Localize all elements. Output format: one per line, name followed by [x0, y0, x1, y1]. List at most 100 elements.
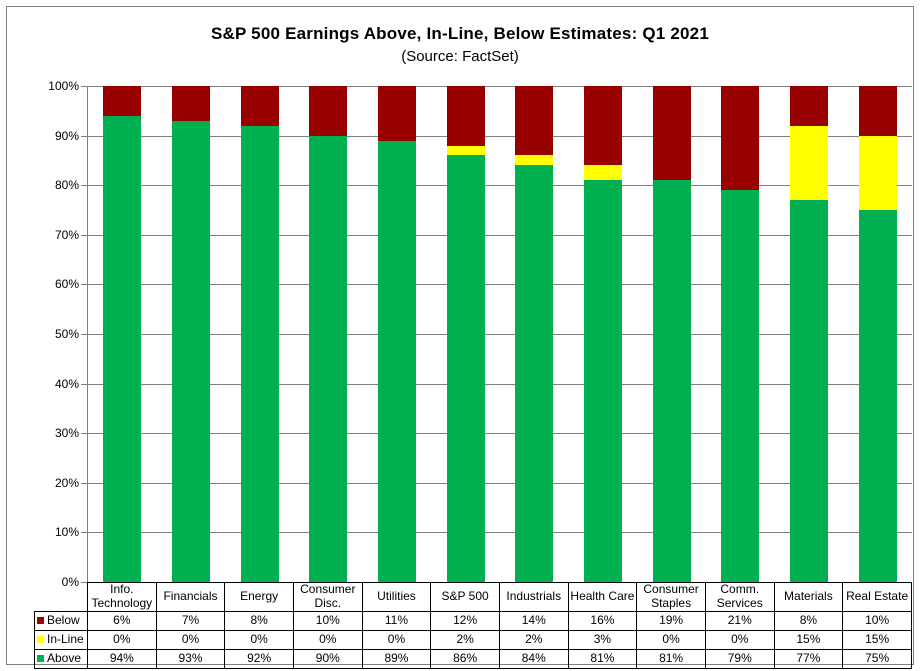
- value-cell: 90%: [292, 649, 363, 669]
- bar-segment-above: [583, 180, 622, 582]
- category-header: Consumer Staples: [636, 582, 706, 612]
- bar-segment-below: [652, 86, 691, 181]
- chart-frame: S&P 500 Earnings Above, In-Line, Below E…: [6, 6, 914, 669]
- bar-segment-below: [515, 86, 554, 156]
- y-axis-label-70: 70%: [54, 227, 79, 242]
- value-cell: 0%: [87, 630, 157, 650]
- bar-segment-in-line: [789, 125, 828, 201]
- bar-segment-above: [240, 125, 279, 582]
- y-axis-label-20: 20%: [54, 475, 79, 490]
- table-row-below: Below 6% 7% 8% 10% 11% 12% 14% 16% 19% 21% 8% 10%: [34, 611, 912, 631]
- value-cell: 94%: [87, 649, 157, 669]
- bar-segment-below: [103, 86, 142, 116]
- value-cell: 0%: [224, 630, 294, 650]
- legend-cell-above: Above: [34, 649, 88, 669]
- bar-segment-above: [515, 165, 554, 582]
- y-axis-tick-90: [81, 135, 88, 137]
- bar-column-6: [431, 86, 500, 582]
- category-header: Consumer Disc.: [292, 582, 363, 612]
- category-header: Financials: [155, 582, 226, 612]
- bar-column-8: [569, 86, 638, 582]
- gridline-40: [88, 383, 912, 385]
- value-cell: 2%: [498, 630, 569, 650]
- legend-label: Above: [47, 651, 82, 666]
- bar-segment-above: [789, 200, 828, 582]
- category-header: Real Estate: [842, 582, 912, 612]
- y-axis-tick-10: [81, 532, 88, 534]
- bar-column-10: [706, 86, 775, 582]
- bar-segment-in-line: [583, 165, 622, 181]
- stacked-bar: [171, 86, 210, 582]
- value-cell: 8%: [224, 611, 294, 631]
- category-header: S&P 500: [430, 582, 500, 612]
- bar-segment-above: [171, 120, 210, 582]
- bar-column-3: [225, 86, 294, 582]
- value-cell: 15%: [773, 630, 844, 650]
- table-row-above: Above 94% 93% 92% 90% 89% 86% 84% 81% 81% 79% 77% 75…: [34, 649, 912, 669]
- gridline-20: [88, 482, 912, 484]
- chart-title: S&P 500 Earnings Above, In-Line, Below E…: [211, 24, 709, 43]
- value-cell: 93%: [155, 649, 226, 669]
- value-cell: 84%: [498, 649, 569, 669]
- data-table: Info. Technology Financials Energy Consumer…: [34, 582, 912, 669]
- bar-column-7: [500, 86, 569, 582]
- legend-key-icon: [37, 617, 44, 625]
- gridline-80: [88, 185, 912, 187]
- y-axis-tick-70: [81, 234, 88, 236]
- y-axis-label-30: 30%: [54, 426, 79, 441]
- y-axis-tick-100: [81, 86, 88, 87]
- bar-segment-above: [721, 190, 760, 582]
- value-cell: 7%: [155, 611, 226, 631]
- table-header-row: Info. Technology Financials Energy Consumer…: [35, 582, 912, 612]
- stacked-bar: [858, 86, 897, 582]
- y-axis-tick-50: [81, 334, 88, 335]
- gridline-90: [88, 135, 912, 137]
- bar-column-11: [775, 86, 844, 582]
- bar-segment-in-line: [515, 155, 554, 166]
- value-cell: 15%: [842, 630, 912, 650]
- y-axis-tick-80: [81, 185, 88, 187]
- category-header: Info. Technology: [87, 582, 157, 612]
- legend-key-icon: [37, 636, 44, 644]
- stacked-bar: [515, 86, 554, 582]
- value-cell: 12%: [430, 611, 500, 631]
- y-axis-label-10: 10%: [54, 525, 79, 540]
- value-cell: 81%: [567, 649, 638, 669]
- y-axis-tick-0: [81, 582, 88, 583]
- y-axis-tick-60: [81, 284, 88, 286]
- bar-column-5: [363, 86, 432, 582]
- gridline-60: [88, 284, 912, 286]
- bar-segment-above: [652, 180, 691, 582]
- bar-segment-below: [583, 86, 622, 166]
- bar-segment-above: [446, 155, 485, 582]
- bar-column-4: [294, 86, 363, 582]
- legend-label: Below: [47, 613, 80, 628]
- bar-segment-below: [858, 86, 897, 136]
- gridline-70: [88, 234, 912, 236]
- value-cell: 75%: [842, 649, 912, 669]
- category-header: Comm. Services: [704, 582, 775, 612]
- bar-segment-above: [858, 210, 897, 582]
- value-cell: 6%: [87, 611, 157, 631]
- value-cell: 11%: [361, 611, 432, 631]
- bar-segment-below: [240, 86, 279, 126]
- bar-column-2: [157, 86, 226, 582]
- stacked-bar: [309, 86, 348, 582]
- bar-segment-below: [789, 86, 828, 126]
- y-axis-label-60: 60%: [54, 277, 79, 292]
- value-cell: 79%: [704, 649, 775, 669]
- value-cell: 77%: [773, 649, 844, 669]
- stacked-bar: [721, 86, 760, 582]
- value-cell: 10%: [292, 611, 363, 631]
- value-cell: 14%: [498, 611, 569, 631]
- bar-segment-below: [309, 86, 348, 136]
- category-header: Industrials: [498, 582, 569, 612]
- value-cell: 89%: [361, 649, 432, 669]
- bar-segment-above: [309, 135, 348, 582]
- value-cell: 92%: [224, 649, 294, 669]
- category-header: Energy: [224, 582, 294, 612]
- plot-area: 0% 10% 20% 30% 40% 50% 60% 70% 80% 90% 100%: [48, 79, 912, 589]
- bar-segment-below: [377, 86, 416, 141]
- category-header: Utilities: [361, 582, 432, 612]
